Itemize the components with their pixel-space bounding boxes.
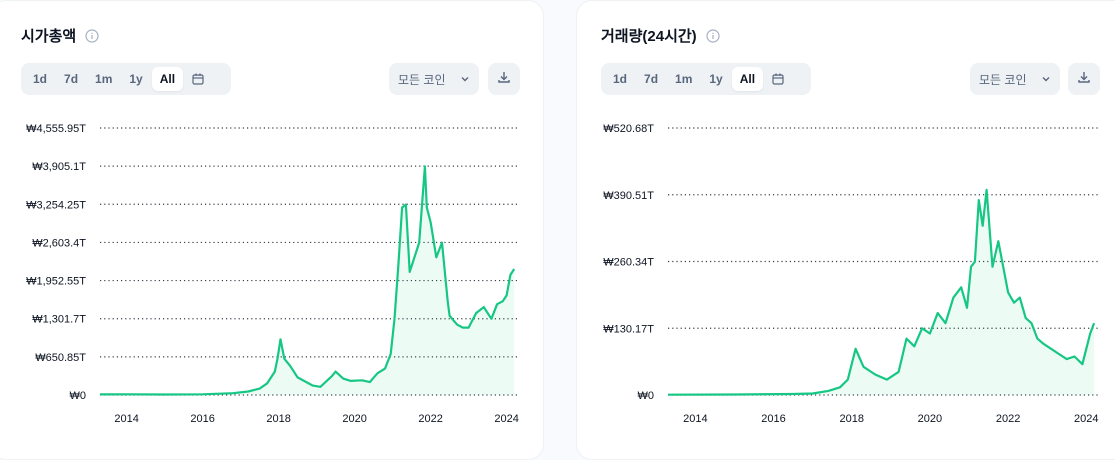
x-tick-label: 2016	[190, 413, 214, 425]
y-tick-label: ₩520.68T	[603, 123, 654, 135]
time-range-selector: 1d 7d 1m 1y All	[601, 63, 811, 95]
card-title-row: 거래량(24시간)	[601, 25, 720, 46]
y-tick-label: ₩3,254.25T	[26, 199, 86, 211]
time-range-selector: 1d 7d 1m 1y All	[21, 63, 231, 95]
info-icon[interactable]	[706, 28, 720, 43]
x-tick-label: 2016	[761, 413, 785, 425]
x-tick-label: 2014	[114, 413, 138, 425]
y-tick-label: ₩3,905.1T	[32, 161, 86, 173]
range-1d-button[interactable]: 1d	[613, 72, 628, 86]
download-icon	[1077, 70, 1091, 89]
range-1y-button[interactable]: 1y	[709, 72, 723, 86]
range-1d-button[interactable]: 1d	[33, 72, 48, 86]
series-area	[100, 166, 515, 395]
y-tick-label: ₩2,603.4T	[32, 237, 86, 249]
card-title: 시가총액	[21, 28, 77, 45]
range-1y-button[interactable]: 1y	[129, 72, 143, 86]
volume-card: 거래량(24시간) 1d 7d 1m 1y All 모든 코인 ₩0 ₩130.1…	[576, 0, 1115, 460]
card-title: 거래량(24시간)	[601, 28, 697, 45]
x-tick-label: 2024	[494, 413, 518, 425]
chevron-down-icon	[1041, 74, 1051, 84]
x-tick-label: 2018	[839, 413, 863, 425]
coin-filter-value: 모든 코인	[979, 72, 1027, 87]
market-cap-chart: ₩0 ₩650.85T ₩1,301.7T ₩1,952.55T ₩2,603.4T ₩3…	[26, 123, 519, 425]
y-tick-label: ₩390.51T	[603, 190, 654, 202]
x-tick-label: 2020	[342, 413, 366, 425]
coin-filter-select[interactable]: 모든 코인	[970, 63, 1060, 95]
y-tick-label: ₩1,952.55T	[26, 276, 86, 288]
range-1m-button[interactable]: 1m	[675, 72, 693, 86]
info-icon[interactable]	[85, 28, 99, 43]
x-tick-label: 2020	[918, 413, 942, 425]
x-tick-label: 2024	[1074, 413, 1098, 425]
x-tick-label: 2018	[266, 413, 290, 425]
y-tick-label: ₩0	[638, 390, 655, 402]
range-1m-button[interactable]: 1m	[95, 72, 113, 86]
chevron-down-icon	[460, 74, 470, 84]
card-title-row: 시가총액	[21, 25, 99, 46]
x-tick-label: 2014	[683, 413, 707, 425]
calendar-icon[interactable]	[186, 67, 210, 91]
range-all-button[interactable]: All	[731, 67, 764, 91]
download-button[interactable]	[1068, 63, 1100, 95]
series-line	[667, 188, 1096, 396]
series-line	[99, 165, 516, 396]
coin-filter-select[interactable]: 모든 코인	[389, 63, 479, 95]
range-all-button[interactable]: All	[151, 67, 184, 91]
y-tick-label: ₩0	[70, 390, 87, 402]
y-tick-label: ₩260.34T	[603, 257, 654, 269]
x-tick-label: 2022	[418, 413, 442, 425]
y-tick-label: ₩1,301.7T	[32, 314, 86, 326]
x-tick-label: 2022	[996, 413, 1020, 425]
calendar-icon[interactable]	[766, 67, 790, 91]
y-tick-label: ₩650.85T	[35, 352, 86, 364]
y-tick-label: ₩130.17T	[603, 323, 654, 335]
download-button[interactable]	[488, 63, 520, 95]
coin-filter-value: 모든 코인	[398, 72, 446, 87]
download-icon	[497, 70, 511, 89]
range-7d-button[interactable]: 7d	[644, 72, 659, 86]
volume-chart: ₩0 ₩130.17T ₩260.34T ₩390.51T ₩520.68T 2014 20…	[603, 123, 1098, 425]
market-cap-card: 시가총액 1d 7d 1m 1y All 모든 코인 ₩0 ₩650.85T ₩1,…	[0, 0, 544, 460]
range-7d-button[interactable]: 7d	[64, 72, 79, 86]
series-area	[668, 189, 1095, 395]
y-tick-label: ₩4,555.95T	[26, 123, 86, 135]
